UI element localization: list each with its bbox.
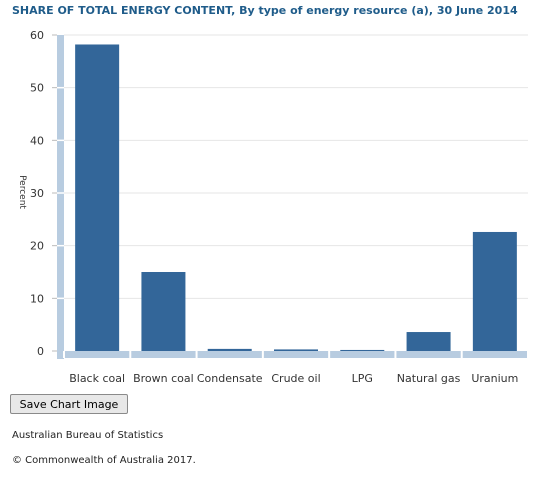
x-tick-labels: Black coal Brown coal Condensate Crude oil L… [69, 372, 518, 385]
x-tick-label: Natural gas [397, 372, 461, 385]
y-tick-label: 10 [30, 292, 44, 305]
chart-title: SHARE OF TOTAL ENERGY CONTENT, By type o… [12, 4, 518, 17]
x-axis-band [64, 351, 528, 358]
x-tick-label: Crude oil [271, 372, 320, 385]
bar-chart: 0 10 20 30 40 50 60 Black coal Brown coal Conden… [17, 29, 529, 385]
save-chart-image-button[interactable]: Save Chart Image [10, 394, 128, 414]
bar-crude-oil [274, 349, 318, 351]
bar-brown-coal [141, 272, 186, 351]
y-tick-label: 0 [37, 345, 44, 358]
y-axis-band [57, 35, 64, 359]
source-note: Australian Bureau of Statistics [12, 430, 164, 441]
x-tick-label: Condensate [197, 372, 263, 385]
x-tick-label: Black coal [69, 372, 125, 385]
bars [75, 44, 517, 351]
bar-natural-gas [406, 332, 451, 351]
copyright-note: © Commonwealth of Australia 2017. [12, 455, 196, 466]
y-tick-label: 60 [30, 29, 44, 42]
y-tick-label: 50 [30, 82, 44, 95]
y-tick-label: 20 [30, 240, 44, 253]
y-tick-labels: 0 10 20 30 40 50 60 [30, 29, 44, 358]
y-tick-label: 30 [30, 187, 44, 200]
y-axis-title: Percent [17, 175, 27, 209]
bar-lpg [340, 349, 385, 351]
bar-condensate [207, 348, 252, 351]
bar-black-coal [75, 44, 120, 351]
y-tick-label: 40 [30, 134, 44, 147]
x-tick-label: Uranium [471, 372, 518, 385]
x-tick-label: LPG [352, 372, 373, 385]
x-tick-label: Brown coal [133, 372, 194, 385]
grid-lines [64, 34, 528, 299]
bar-uranium [472, 231, 517, 351]
axis-frame [52, 34, 529, 359]
